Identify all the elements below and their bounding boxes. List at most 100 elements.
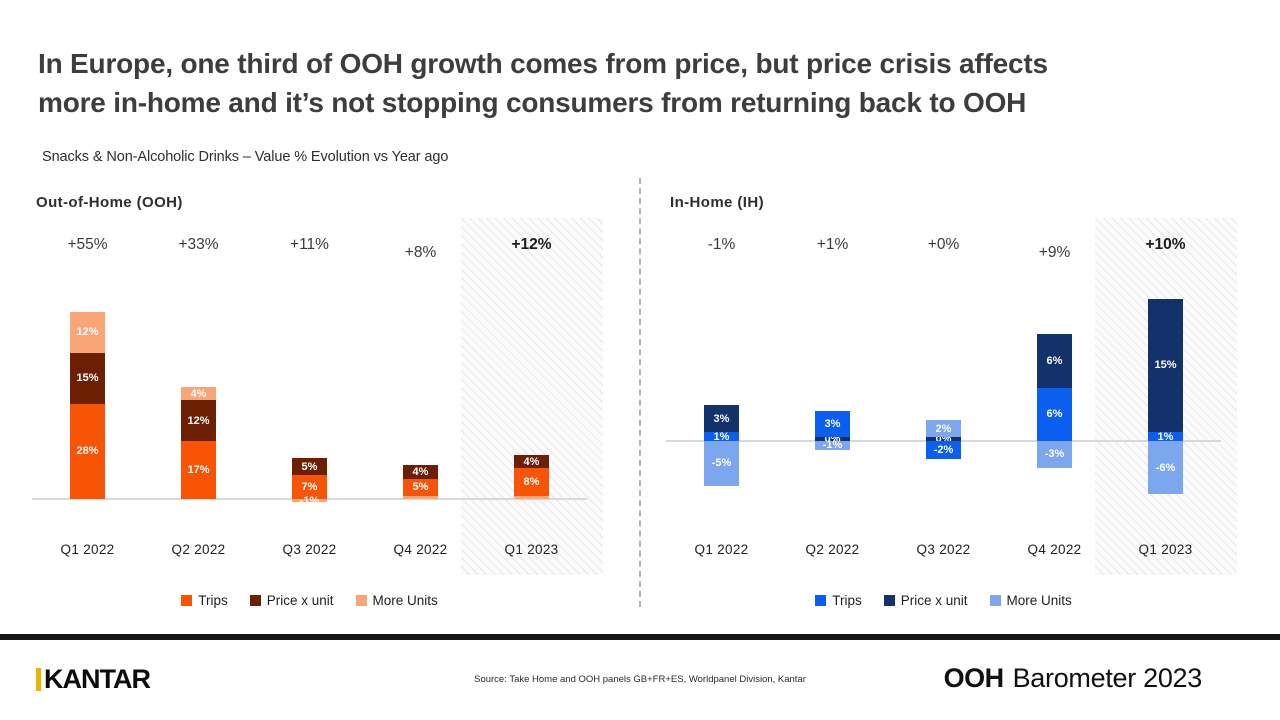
total-label: +0%	[927, 236, 960, 253]
chart-title-ih: In-Home (IH)	[670, 194, 764, 211]
kantar-logo: KANTAR	[36, 664, 151, 695]
bar-segment-more_units: -1%	[292, 495, 327, 507]
bar-segment-trips: 17%	[181, 441, 216, 499]
legend-item-trips: Trips	[181, 593, 228, 608]
category-label: Q1 2022	[694, 542, 749, 557]
page-title-line-2: more in-home and it’s not stopping consu…	[38, 87, 1027, 118]
bar-q1-2022: 28% 15% 12%	[32, 254, 143, 540]
legend-swatch-more_units	[989, 595, 1001, 606]
total-label: +8%	[404, 244, 437, 261]
legend-swatch-more_units	[355, 595, 367, 606]
bar-segment-more_units: -3%	[1037, 441, 1072, 468]
report-brand: OOH Barometer 2023	[943, 663, 1203, 694]
legend-label: Trips	[198, 593, 228, 608]
total-label: +10%	[1145, 236, 1186, 253]
forecast-highlight-hatch	[460, 218, 603, 575]
total-label: +1%	[816, 236, 849, 253]
legend-item-price_x_unit: Price x unit	[883, 593, 968, 608]
total-label: +12%	[511, 236, 552, 253]
plot-area: 28% 15% 12% 17% 12% 4% 7% 5% -1% 5% 4% 8% 4%	[32, 254, 587, 540]
bar-segment-price_x_unit: 15%	[70, 352, 105, 404]
legend-label: More Units	[372, 593, 438, 608]
legend-item-more_units: More Units	[355, 593, 438, 608]
total-label: -1%	[707, 236, 736, 253]
bar-segment-price_x_unit: 12%	[181, 400, 216, 442]
total-label: +33%	[178, 236, 219, 253]
category-label: Q4 2022	[393, 542, 448, 557]
bar-segment-price_x_unit: 3%	[704, 405, 739, 433]
bar-segment-price_x_unit: 4%	[514, 454, 549, 469]
chart-title-ooh: Out-of-Home (OOH)	[36, 194, 183, 211]
bar-q4-2022: 5% 4%	[365, 254, 476, 540]
bar-segment-more_units	[514, 495, 549, 499]
bar-segment-trips: -2%	[926, 441, 961, 459]
total-label: +11%	[290, 236, 329, 253]
legend-item-price_x_unit: Price x unit	[249, 593, 334, 608]
totals-row: +55% +33% +11% +8% +12%	[32, 236, 587, 262]
legend-label: Price x unit	[266, 593, 334, 608]
category-label: Q2 2022	[171, 542, 226, 557]
totals-row: -1% +1% +0% +9% +10%	[666, 236, 1221, 262]
legend: Trips Price x unit More Units	[32, 593, 587, 608]
category-label: Q3 2022	[916, 542, 971, 557]
chart-subtitle: Snacks & Non-Alcoholic Drinks – Value % …	[42, 149, 449, 165]
report-brand-bold: OOH	[943, 663, 1005, 693]
chart-panel-ooh: Out-of-Home (OOH) +55% +33% +11% +8% +12% 28…	[32, 194, 603, 618]
bar-q1-2022: 1% 3% -5%	[666, 254, 777, 540]
bar-q3-2022: 0% 2% -2%	[888, 254, 999, 540]
bar-segment-price_x_unit: 4%	[403, 465, 438, 479]
bar-segment-more_units	[403, 495, 438, 499]
page-title: In Europe, one third of OOH growth comes…	[38, 44, 1238, 122]
bar-segment-trips: 1%	[1148, 431, 1183, 443]
bar-segment-more_units: -1%	[815, 439, 850, 451]
legend-label: More Units	[1006, 593, 1072, 608]
page-title-line-1: In Europe, one third of OOH growth comes…	[38, 48, 1048, 79]
bar-segment-price_x_unit: 15%	[1148, 298, 1183, 433]
bar-q3-2022: 7% 5% -1%	[254, 254, 365, 540]
bar-segment-trips: 3%	[815, 410, 850, 438]
bar-q2-2022: 17% 12% 4%	[143, 254, 254, 540]
bar-segment-trips: 6%	[1037, 387, 1072, 441]
legend-label: Price x unit	[900, 593, 968, 608]
bar-q1-2023: 8% 4%	[476, 254, 587, 540]
bar-segment-price_x_unit: 6%	[1037, 334, 1072, 388]
legend: Trips Price x unit More Units	[666, 593, 1221, 608]
bar-segment-price_x_unit: 5%	[292, 458, 327, 476]
bar-segment-trips: 5%	[403, 478, 438, 496]
legend-swatch-trips	[815, 595, 827, 606]
category-axis: Q1 2022 Q2 2022 Q3 2022 Q4 2022 Q1 2023	[666, 542, 1221, 557]
category-axis: Q1 2022 Q2 2022 Q3 2022 Q4 2022 Q1 2023	[32, 542, 587, 557]
kantar-logo-text: KANTAR	[44, 664, 151, 694]
bar-segment-trips: 8%	[514, 468, 549, 496]
category-label: Q1 2023	[504, 542, 559, 557]
bar-segment-more_units: 12%	[70, 312, 105, 353]
total-label: +9%	[1038, 244, 1071, 261]
bar-segment-more_units: 2%	[926, 419, 961, 438]
bar-segment-trips: 7%	[292, 475, 327, 499]
category-label: Q1 2022	[60, 542, 115, 557]
bar-q2-2022: 0% 3% -1%	[777, 254, 888, 540]
vertical-dashed-divider	[639, 178, 641, 607]
category-label: Q3 2022	[282, 542, 337, 557]
bar-segment-trips: 1%	[704, 431, 739, 443]
total-label: +55%	[67, 236, 108, 253]
legend-swatch-price_x_unit	[883, 595, 895, 606]
bar-segment-more_units: -6%	[1148, 441, 1183, 495]
bar-segment-trips: 28%	[70, 403, 105, 499]
bar-q1-2023: 1% 15% -6%	[1110, 254, 1221, 540]
report-brand-regular: Barometer 2023	[1012, 663, 1203, 693]
legend-swatch-trips	[181, 595, 193, 606]
category-label: Q1 2023	[1138, 542, 1193, 557]
legend-label: Trips	[832, 593, 862, 608]
legend-item-more_units: More Units	[989, 593, 1072, 608]
plot-area: 1% 3% -5% 0% 3% -1% 0% 2% -2% 6% 6% -3% 1% 15% -6%	[666, 254, 1221, 540]
source-note: Source: Take Home and OOH panels GB+FR+E…	[474, 674, 806, 685]
kantar-logo-accent	[36, 668, 41, 691]
category-label: Q2 2022	[805, 542, 860, 557]
category-label: Q4 2022	[1027, 542, 1082, 557]
bar-segment-more_units: -5%	[704, 441, 739, 486]
legend-item-trips: Trips	[815, 593, 862, 608]
chart-panel-ih: In-Home (IH) -1% +1% +0% +9% +10% 1% 3% -5% 0% 3…	[666, 194, 1237, 618]
bar-q4-2022: 6% 6% -3%	[999, 254, 1110, 540]
